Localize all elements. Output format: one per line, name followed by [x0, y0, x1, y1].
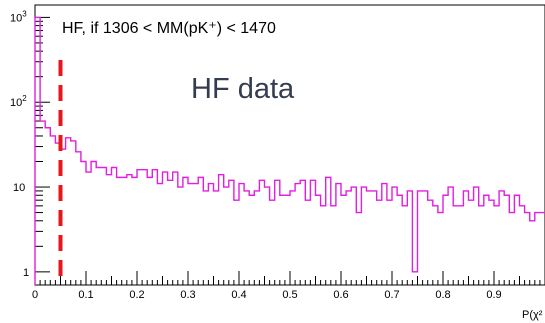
x-tick-label: 0.2 [129, 289, 144, 301]
x-tick-label: 0.1 [78, 289, 93, 301]
annotation-text: HF data [191, 73, 295, 105]
x-tick-label: 0.7 [384, 289, 399, 301]
x-tick-label: 0.3 [180, 289, 195, 301]
y-tick-label: 102 [10, 94, 27, 109]
x-axis: 0 0.1 0.2 0.3 0.4 0.5 0.6 0.7 0.8 0.9 [32, 271, 545, 301]
chart-title: HF, if 1306 < MM(pK⁺) < 1470 [62, 20, 276, 37]
histogram-series [34, 16, 545, 285]
plot-frame [34, 4, 545, 286]
y-tick-label: 103 [10, 9, 27, 24]
x-tick-label: 0.5 [282, 289, 297, 301]
x-axis-label: P(χ² [522, 309, 543, 321]
x-tick-label: 0 [32, 289, 38, 301]
x-tick-label: 0.8 [435, 289, 450, 301]
x-tick-label: 0.9 [486, 289, 501, 301]
x-tick-label: 0.4 [231, 289, 246, 301]
y-tick-label: 10 [13, 182, 25, 194]
x-tick-label: 0.6 [333, 289, 348, 301]
y-tick-label: 1 [23, 267, 29, 279]
